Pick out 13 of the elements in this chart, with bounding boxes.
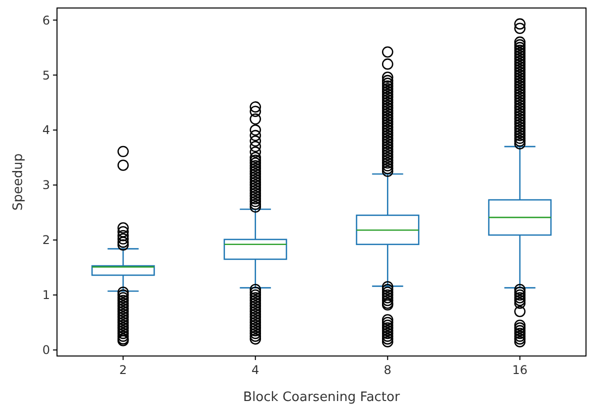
- y-tick-label: 3: [42, 178, 50, 192]
- x-tick-label: 8: [384, 363, 392, 377]
- y-tick-label: 5: [42, 68, 50, 82]
- y-tick-label: 0: [42, 343, 50, 358]
- y-tick-label: 2: [42, 233, 50, 248]
- y-tick-label: 6: [42, 13, 50, 28]
- x-axis-title: Block Coarsening Factor: [243, 390, 400, 405]
- x-tick-label: 16: [512, 363, 528, 377]
- x-tick-label: 2: [119, 363, 127, 377]
- y-tick-label: 1: [42, 288, 50, 302]
- y-axis-title: Speedup: [11, 153, 26, 211]
- y-tick-label: 4: [42, 123, 50, 138]
- x-tick-label: 4: [252, 363, 260, 377]
